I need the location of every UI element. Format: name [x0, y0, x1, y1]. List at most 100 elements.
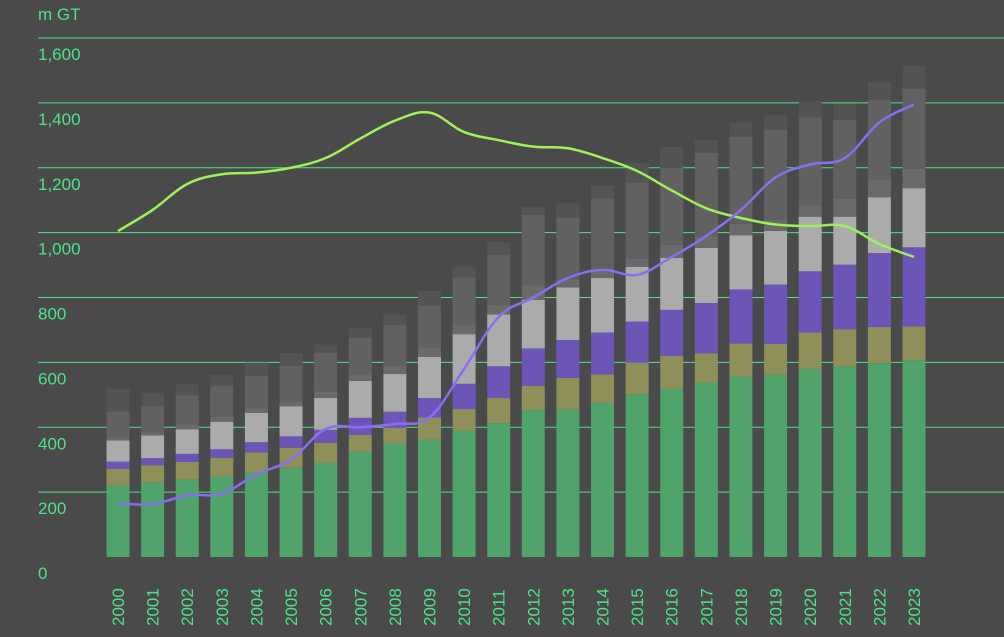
bar-segment: [902, 188, 926, 248]
bar-segment: [175, 479, 199, 557]
bar-segment: [660, 146, 684, 169]
bar-segment: [175, 395, 199, 425]
x-tick-label: 2012: [524, 588, 543, 626]
bar-segment: [487, 423, 511, 557]
bar-segment: [660, 168, 684, 245]
bar-segment: [521, 206, 545, 215]
y-tick-label: 400: [38, 434, 66, 453]
bar-segment: [867, 363, 891, 557]
y-tick-label: 800: [38, 305, 66, 324]
bar-segment: [556, 339, 580, 378]
y-tick-label: 1,400: [38, 110, 81, 129]
bar-segment: [244, 408, 268, 413]
bar-segment: [764, 343, 788, 375]
bar-segment: [729, 343, 753, 377]
bar-segment: [452, 409, 476, 431]
x-tick-label: 2016: [663, 588, 682, 626]
bar-segment: [729, 376, 753, 557]
y-tick-label: 600: [38, 369, 66, 388]
bar-segment: [314, 442, 338, 463]
x-tick-label: 2003: [213, 588, 232, 626]
bar-segment: [141, 458, 165, 466]
bar-segment: [625, 321, 649, 363]
bar-segment: [314, 391, 338, 399]
bar-segment: [487, 398, 511, 424]
bar-segment: [106, 388, 130, 412]
bar-segment: [556, 217, 580, 280]
bar-segment: [244, 412, 268, 443]
x-tick-label: 2017: [697, 588, 716, 626]
bar-segment: [314, 462, 338, 557]
bar-segment: [625, 182, 649, 259]
bar-segment: [383, 374, 407, 412]
x-tick-label: 2023: [905, 588, 924, 626]
bar-segment: [175, 383, 199, 396]
x-tick-label: 2002: [178, 588, 197, 626]
y-tick-label: 1,000: [38, 240, 81, 259]
bar-segment: [660, 388, 684, 557]
bar-segment: [279, 401, 303, 407]
x-tick-label: 2005: [282, 588, 301, 626]
bar-segment: [867, 197, 891, 254]
bar-segment: [591, 374, 615, 403]
bar-segment: [244, 362, 268, 376]
bar-segment: [902, 168, 926, 189]
bar-segment: [521, 214, 545, 286]
bar-segment: [383, 427, 407, 444]
bar-segment: [556, 287, 580, 340]
bar-segment: [417, 417, 441, 440]
bar-segment: [867, 99, 891, 180]
bar-segment: [591, 185, 615, 199]
bar-segment: [210, 386, 234, 417]
bar-segment: [348, 380, 372, 418]
bar-segment: [106, 485, 130, 557]
bar-segment: [417, 439, 441, 557]
bar-segment: [591, 332, 615, 375]
bar-segment: [244, 442, 268, 453]
bar-segment: [694, 139, 718, 153]
bar-segment: [591, 278, 615, 333]
bar-segment: [694, 247, 718, 304]
bar-segment: [417, 305, 441, 348]
bar-segment: [591, 268, 615, 279]
bar-segment: [764, 231, 788, 285]
bar-segment: [798, 117, 822, 206]
bar-segment: [798, 205, 822, 217]
bar-segment: [556, 279, 580, 288]
bar-segment: [521, 410, 545, 557]
x-tick-label: 2018: [732, 588, 751, 626]
bar-segment: [729, 289, 753, 344]
y-tick-label: 1,200: [38, 175, 81, 194]
bar-segment: [521, 348, 545, 386]
x-axis-ticks: 2000 2001 2002 2003 2004 2005 2006 2007 2008 2009…: [109, 588, 924, 626]
bar-segment: [452, 334, 476, 384]
bar-segment: [348, 338, 372, 375]
bar-segment: [487, 314, 511, 367]
bar-segment: [694, 236, 718, 248]
bar-segment: [798, 101, 822, 118]
bar-segment: [106, 440, 130, 462]
series-line: [117, 110, 915, 259]
bar-segment: [279, 406, 303, 437]
bar-segment: [556, 409, 580, 557]
bar-segment: [625, 267, 649, 322]
gridlines: [38, 37, 1004, 493]
x-tick-label: 2008: [386, 588, 405, 626]
x-tick-label: 2014: [594, 588, 613, 626]
bar-segment: [798, 332, 822, 369]
bar-segment: [902, 88, 926, 169]
bar-segment: [764, 284, 788, 344]
bar-segment: [314, 352, 338, 392]
bar-segment: [625, 163, 649, 183]
bar-segment: [417, 356, 441, 399]
x-tick-label: 2013: [559, 588, 578, 626]
bar-segment: [729, 122, 753, 137]
y-axis-ticks: 0 200 400 600 800 1,000 1,200 1,400 1,600: [38, 45, 81, 583]
bar-segment: [867, 82, 891, 100]
x-tick-label: 2015: [628, 588, 647, 626]
y-tick-label: 200: [38, 499, 66, 518]
bar-segment: [348, 327, 372, 339]
bar-segment: [141, 482, 165, 557]
